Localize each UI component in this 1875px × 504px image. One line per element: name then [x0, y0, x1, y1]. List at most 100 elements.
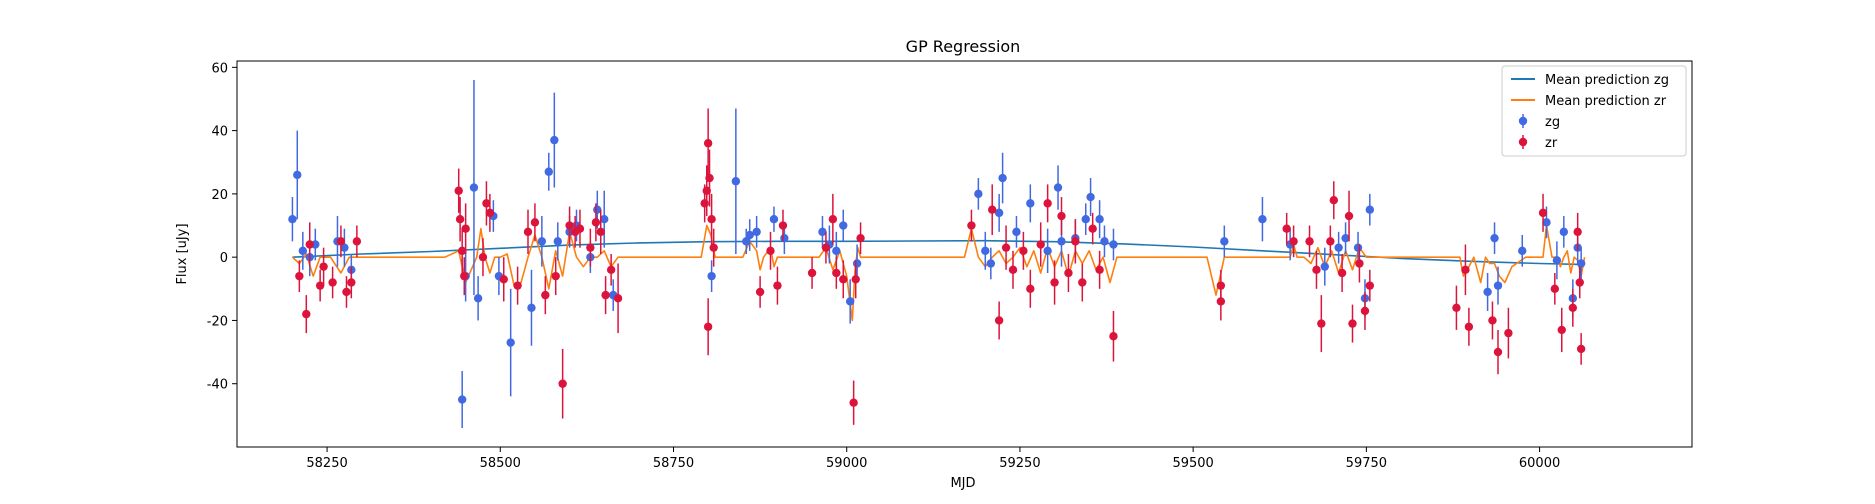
data-point-zr — [455, 214, 465, 224]
data-point-zr — [565, 221, 574, 230]
data-point-zr — [499, 275, 508, 284]
data-point-zr — [849, 398, 858, 407]
data-point-zg — [780, 233, 789, 243]
x-tick-label: 58250 — [306, 456, 347, 471]
data-point-zr — [703, 322, 713, 331]
data-point-zg — [1220, 237, 1229, 246]
data-point-zg — [600, 214, 609, 224]
data-point-zr — [342, 287, 351, 297]
legend-label: zg — [1545, 115, 1560, 130]
data-point-zr — [319, 262, 328, 271]
data-point-zg — [457, 395, 467, 404]
data-point-zg — [1490, 233, 1499, 243]
data-point-zr — [551, 271, 560, 281]
data-point-zr — [1078, 278, 1087, 287]
x-tick-label: 59250 — [999, 456, 1040, 471]
data-point-zg — [1334, 243, 1343, 252]
data-point-zr — [1036, 240, 1045, 249]
data-point-zr — [347, 278, 356, 287]
axes-frame — [236, 60, 1693, 448]
data-point-zg — [852, 259, 862, 268]
data-point-zg — [1493, 281, 1503, 290]
x-tick-label: 58500 — [480, 456, 521, 471]
legend-label: zr — [1545, 136, 1558, 151]
data-point-zr — [807, 268, 817, 278]
y-tick-label: 0 — [220, 251, 228, 266]
data-point-zg — [527, 303, 536, 312]
data-point-zr — [766, 246, 775, 256]
data-point-zr — [1026, 284, 1035, 294]
data-point-zr — [1216, 297, 1226, 306]
data-point-zr — [460, 271, 469, 281]
data-point-zg — [1576, 259, 1586, 268]
data-point-zr — [1365, 281, 1375, 290]
data-point-zg — [839, 221, 848, 230]
legend-marker-swatch — [1518, 116, 1528, 126]
data-point-zr — [613, 294, 623, 303]
data-point-zr — [703, 139, 713, 148]
data-point-zr — [1493, 347, 1503, 357]
data-point-zr — [305, 240, 314, 249]
data-point-zg — [293, 170, 302, 180]
data-point-zr — [1538, 208, 1548, 218]
data-point-zr — [700, 199, 709, 208]
data-point-zr — [1464, 322, 1474, 331]
data-point-zr — [1095, 265, 1104, 275]
legend-item: zr — [1518, 135, 1558, 151]
data-point-zr — [755, 287, 765, 297]
data-point-zr — [1019, 246, 1028, 256]
legend-item: zg — [1518, 114, 1560, 130]
data-point-zg — [832, 246, 841, 256]
x-tick-label: 59750 — [1346, 456, 1387, 471]
legend-label: Mean prediction zr — [1545, 94, 1667, 109]
data-point-zr — [454, 186, 463, 195]
data-point-zr — [832, 268, 841, 278]
data-point-zg — [1086, 192, 1095, 202]
data-point-zr — [778, 221, 788, 230]
series-zr — [295, 108, 1586, 425]
data-point-zg — [1365, 205, 1375, 214]
data-point-zr — [828, 214, 838, 224]
data-point-zr — [1550, 284, 1560, 294]
data-point-zr — [1317, 319, 1326, 328]
data-point-zg — [1483, 287, 1492, 297]
data-point-zr — [302, 309, 311, 319]
data-point-zg — [745, 230, 754, 240]
data-point-zr — [773, 281, 782, 290]
data-point-zr — [1557, 325, 1566, 335]
data-point-zr — [709, 243, 718, 252]
data-point-zr — [1504, 328, 1513, 338]
data-point-zg — [986, 259, 996, 268]
data-point-zg — [769, 214, 779, 224]
data-point-zr — [558, 379, 567, 388]
y-tick-label: -40 — [207, 378, 228, 393]
data-point-zg — [742, 237, 751, 246]
data-point-zg — [1081, 214, 1090, 224]
data-point-zg — [1518, 246, 1527, 256]
legend-box — [1501, 65, 1687, 157]
data-point-zr — [839, 275, 848, 284]
data-point-zr — [478, 252, 488, 262]
data-point-zg — [1552, 256, 1562, 265]
data-point-zr — [586, 243, 595, 252]
data-point-zr — [1050, 278, 1059, 287]
data-point-zg — [469, 183, 479, 192]
data-point-zr — [705, 173, 714, 183]
data-point-zr — [530, 218, 540, 227]
data-point-zg — [1012, 227, 1021, 237]
data-point-zr — [1289, 237, 1298, 246]
data-point-zr — [1043, 199, 1052, 208]
data-point-zr — [988, 205, 997, 214]
data-point-zr — [1344, 211, 1354, 221]
data-point-zr — [1337, 268, 1347, 278]
data-point-zr — [336, 237, 346, 246]
data-point-zr — [513, 281, 522, 290]
data-point-zr — [1088, 224, 1097, 233]
y-tick-label: -20 — [207, 314, 228, 329]
data-point-zg — [1053, 183, 1063, 192]
data-point-zg — [550, 135, 559, 145]
y-tick-label: 40 — [211, 125, 228, 140]
data-point-zg — [1109, 240, 1118, 249]
data-point-zg — [994, 208, 1004, 218]
